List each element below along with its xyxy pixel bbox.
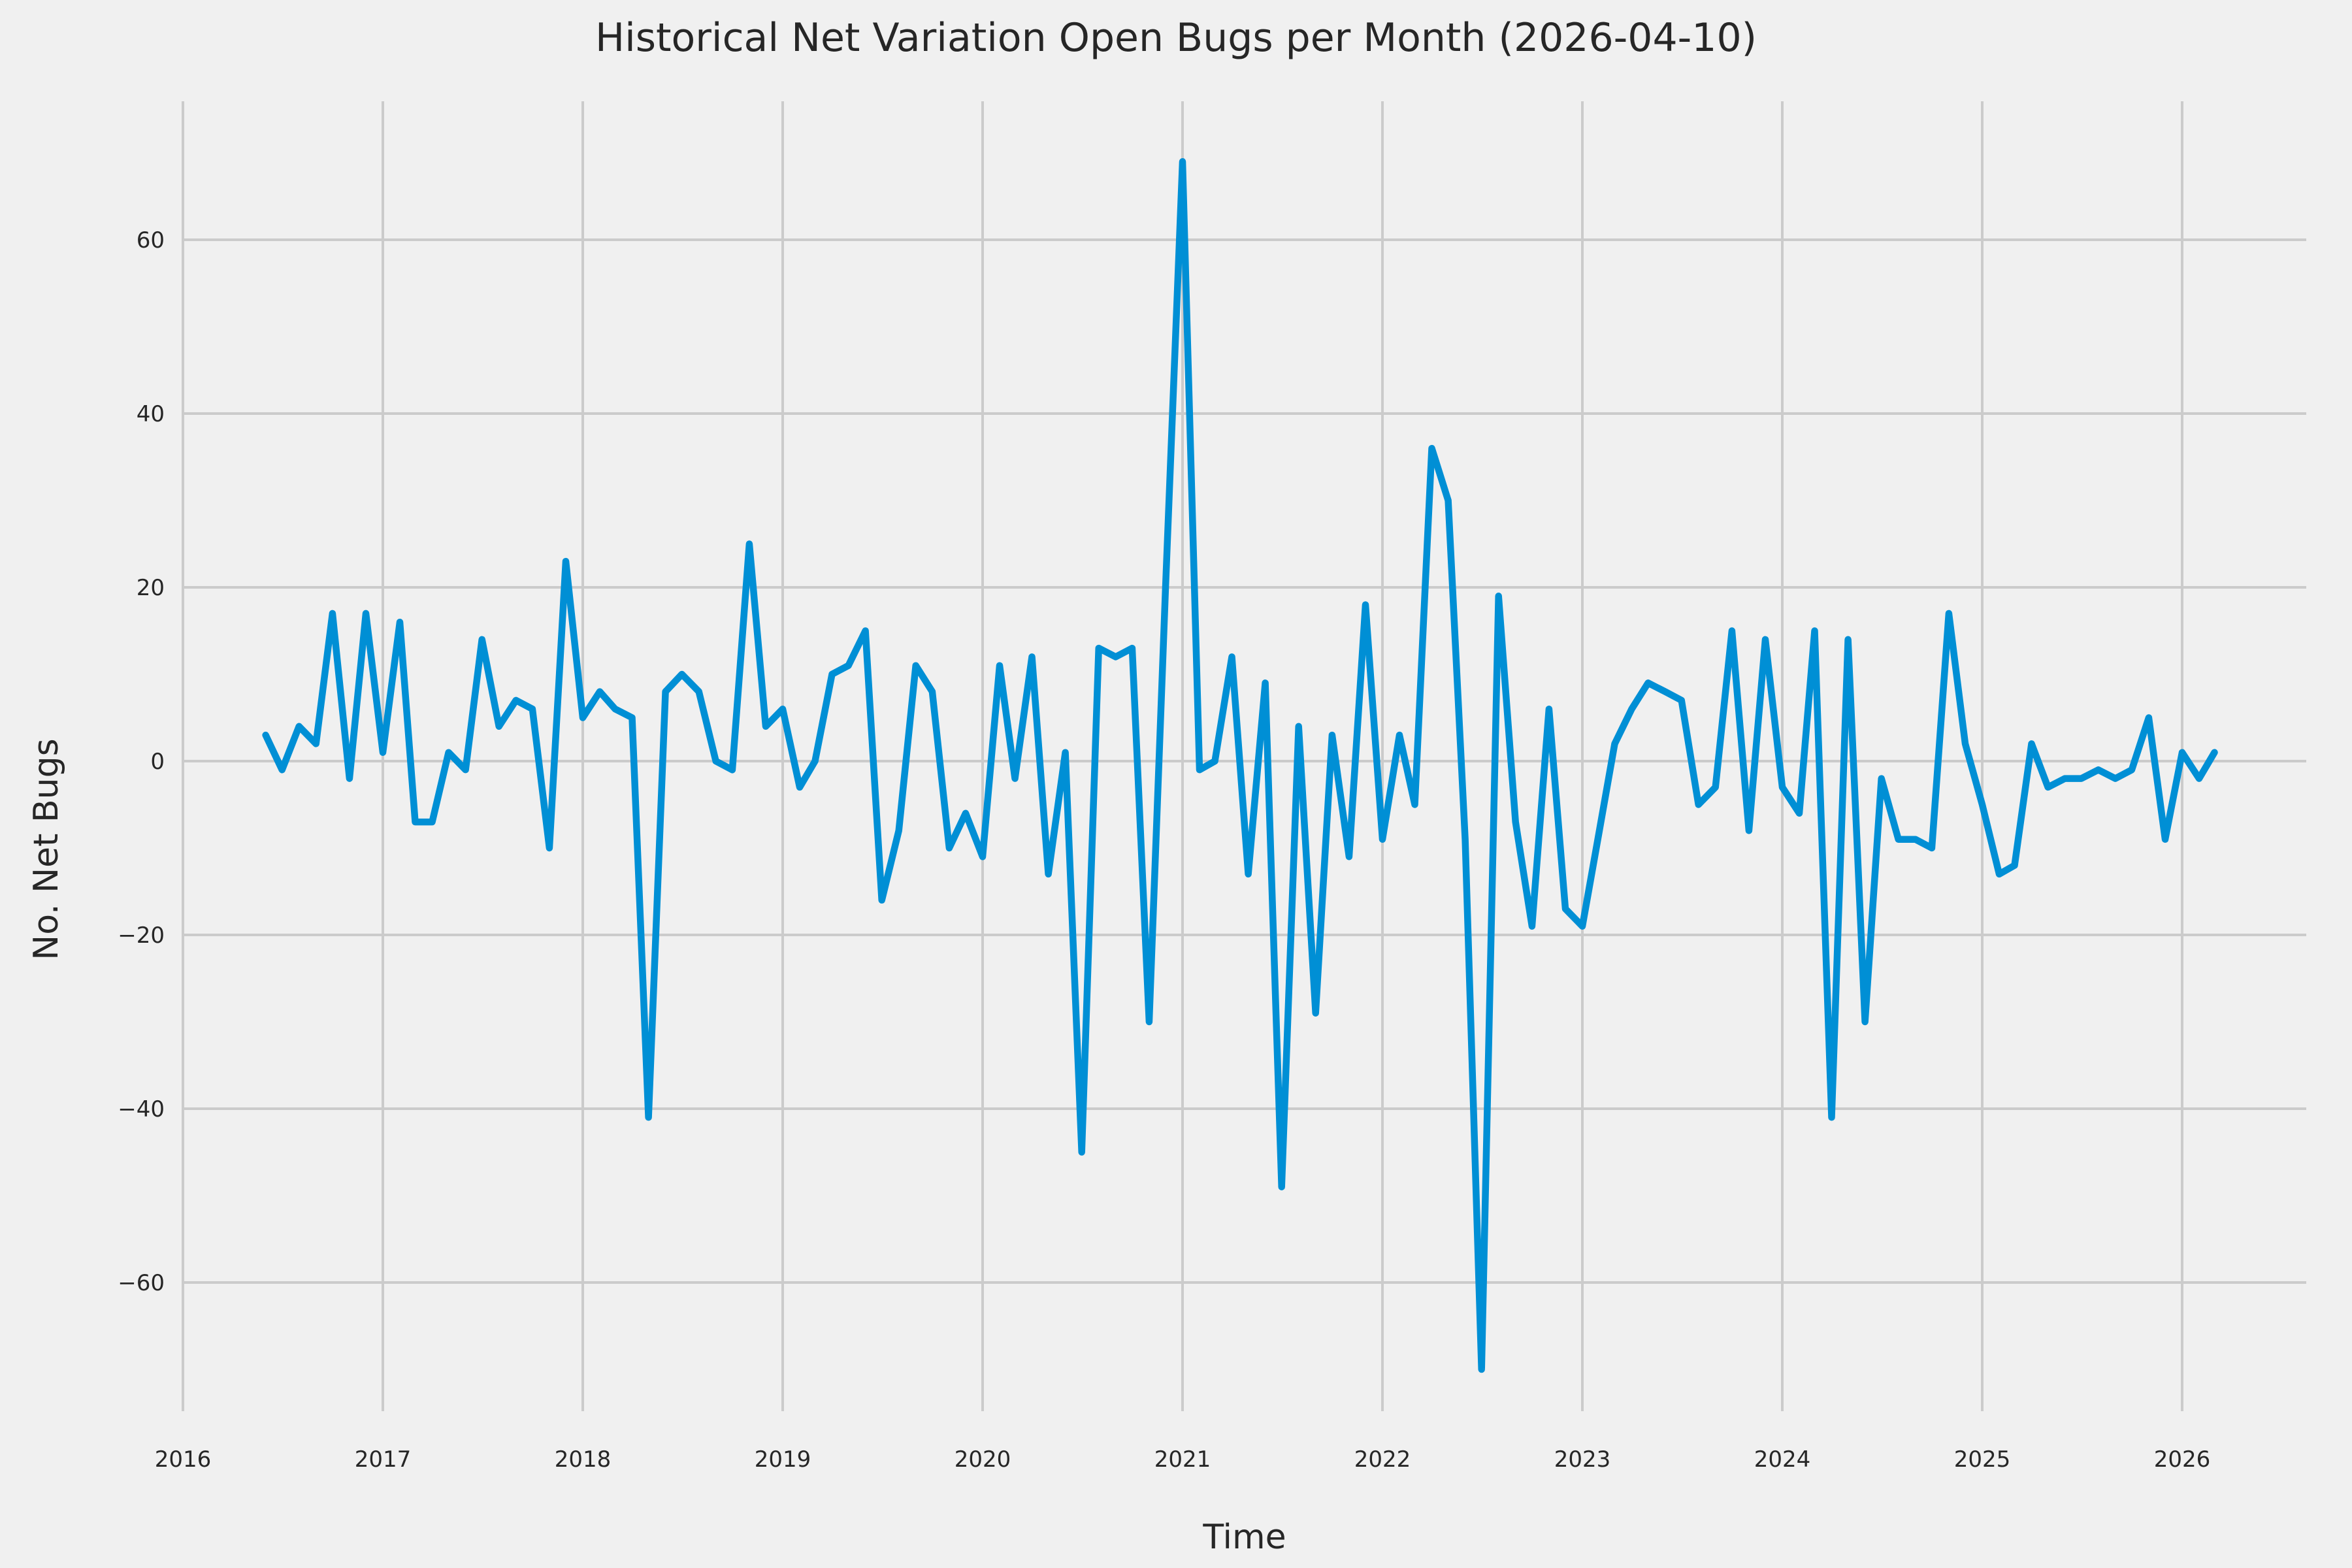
y-tick-40: 40	[137, 401, 165, 427]
y-tick-−60: −60	[118, 1270, 165, 1296]
plot-area	[183, 101, 2306, 1411]
x-tick-2026: 2026	[2154, 1446, 2211, 1473]
x-tick-2018: 2018	[555, 1446, 612, 1473]
x-tick-2017: 2017	[355, 1446, 412, 1473]
data-line-series	[262, 158, 2218, 1373]
y-tick-−40: −40	[118, 1096, 165, 1122]
x-tick-2016: 2016	[155, 1446, 212, 1473]
y-axis-label: No. Net Bugs	[27, 738, 66, 960]
x-tick-2023: 2023	[1554, 1446, 1611, 1473]
chart-title: Historical Net Variation Open Bugs per M…	[595, 15, 1757, 61]
y-tick-60: 60	[137, 227, 165, 253]
vertical-gridlines	[182, 101, 2183, 1411]
x-tick-2021: 2021	[1154, 1446, 1211, 1473]
x-tick-2025: 2025	[1954, 1446, 2011, 1473]
x-tick-2022: 2022	[1354, 1446, 1411, 1473]
x-tick-labels: 2016 2017 2018 2019 2020 2021 2022 2023 2024 2025…	[155, 1446, 2211, 1473]
x-tick-2019: 2019	[755, 1446, 811, 1473]
y-tick-−20: −20	[118, 923, 165, 949]
x-axis-label: Time	[1202, 1518, 1286, 1557]
y-tick-0: 0	[150, 749, 165, 775]
y-tick-20: 20	[137, 575, 165, 601]
x-tick-2024: 2024	[1754, 1446, 1811, 1473]
y-tick-labels: 60 40 20 0 −20 −40 −60	[118, 227, 165, 1296]
x-tick-2020: 2020	[955, 1446, 1011, 1473]
